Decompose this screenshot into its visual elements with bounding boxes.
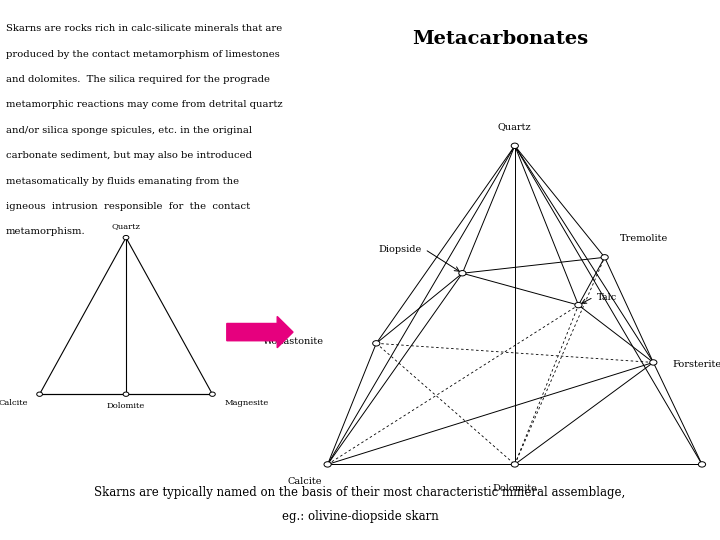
Circle shape [123, 392, 129, 396]
Text: Dolomite: Dolomite [107, 402, 145, 410]
Text: Calcite: Calcite [288, 477, 323, 487]
Text: Magnesite: Magnesite [225, 399, 269, 407]
Text: Quartz: Quartz [112, 222, 140, 231]
Circle shape [210, 392, 215, 396]
Circle shape [511, 462, 518, 467]
Text: Diopside: Diopside [378, 245, 421, 254]
Circle shape [123, 235, 129, 240]
Text: metamorphic reactions may come from detrital quartz: metamorphic reactions may come from detr… [6, 100, 282, 110]
Text: Skarns are typically named on the basis of their most characteristic mineral ass: Skarns are typically named on the basis … [94, 486, 626, 499]
Text: carbonate sediment, but may also be introduced: carbonate sediment, but may also be intr… [6, 151, 252, 160]
Text: Wollastonite: Wollastonite [263, 338, 324, 346]
Circle shape [649, 360, 657, 365]
Text: Talc: Talc [597, 293, 618, 302]
Text: produced by the contact metamorphism of limestones: produced by the contact metamorphism of … [6, 50, 279, 59]
Text: and dolomites.  The silica required for the prograde: and dolomites. The silica required for t… [6, 75, 270, 84]
Circle shape [511, 143, 518, 148]
Circle shape [575, 302, 582, 308]
Circle shape [37, 392, 42, 396]
Text: Forsterite: Forsterite [672, 360, 720, 368]
FancyArrow shape [227, 316, 293, 348]
Text: Tremolite: Tremolite [620, 234, 668, 242]
Circle shape [459, 271, 466, 276]
Text: Metacarbonates: Metacarbonates [413, 30, 588, 48]
Text: Dolomite: Dolomite [492, 484, 537, 493]
Text: Quartz: Quartz [498, 122, 531, 131]
Text: Skarns are rocks rich in calc-silicate minerals that are: Skarns are rocks rich in calc-silicate m… [6, 24, 282, 33]
Text: and/or silica sponge spicules, etc. in the original: and/or silica sponge spicules, etc. in t… [6, 126, 252, 135]
Circle shape [601, 254, 608, 260]
Text: Calcite: Calcite [0, 399, 27, 407]
Text: metasomatically by fluids emanating from the: metasomatically by fluids emanating from… [6, 177, 239, 186]
Circle shape [324, 462, 331, 467]
Text: eg.: olivine-diopside skarn: eg.: olivine-diopside skarn [282, 510, 438, 523]
Text: metamorphism.: metamorphism. [6, 227, 86, 237]
Circle shape [698, 462, 706, 467]
Text: igneous  intrusion  responsible  for  the  contact: igneous intrusion responsible for the co… [6, 202, 250, 211]
Circle shape [373, 341, 380, 346]
